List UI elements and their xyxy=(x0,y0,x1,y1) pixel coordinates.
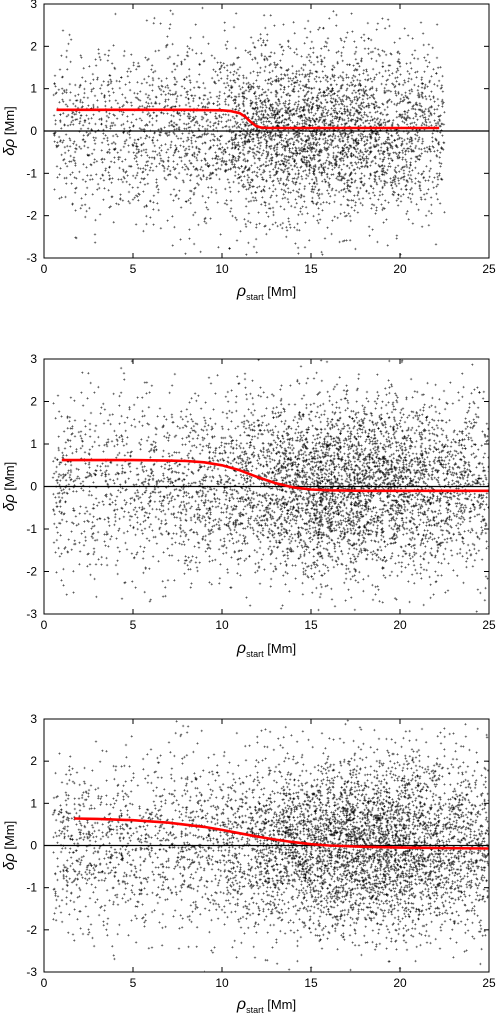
chart1-x-tick-label-4: 20 xyxy=(393,262,407,276)
chart2-scatter-marks xyxy=(51,359,489,613)
chart2-fit-curve xyxy=(61,458,489,493)
chart2-x-tick-label-3: 15 xyxy=(304,618,318,632)
chart3-y-tick-label-4: 1 xyxy=(30,796,37,810)
chart-svg-3: 0 5 10 15 20 25 -3 -2 -1 0 1 2 3 ρstart [Mm] δρ [Mm] xyxy=(1,712,496,1015)
chart-svg-1: 0 5 10 15 20 25 -3 -2 -1 0 1 2 3 ρstart [Mm] δρ [Mm] xyxy=(1,0,496,302)
chart1-y-axis-label: δρ [Mm] xyxy=(1,106,18,155)
chart3-x-tick-label-0: 0 xyxy=(41,976,48,990)
chart3-scatter-marks xyxy=(51,719,489,972)
chart1-x-tick-label-5: 25 xyxy=(482,262,496,276)
chart2-y-tick-label-3: 0 xyxy=(30,480,37,494)
chart2-x-tick-label-0: 0 xyxy=(41,618,48,632)
chart3-y-tick-label-5: 2 xyxy=(30,754,37,768)
chart3-y-tick-label-6: 3 xyxy=(30,712,37,726)
chart2-y-tick-label-5: 2 xyxy=(30,395,37,409)
chart-panel-3: 0 5 10 15 20 25 -3 -2 -1 0 1 2 3 ρstart [Mm] δρ [Mm] xyxy=(0,675,496,1015)
chart1-x-tick-label-2: 10 xyxy=(215,262,229,276)
chart3-x-tick-label-3: 15 xyxy=(304,976,318,990)
chart2-x-tick-label-2: 10 xyxy=(215,618,229,632)
chart3-y-axis-label: δρ [Mm] xyxy=(1,821,18,870)
chart2-x-tick-label-4: 20 xyxy=(393,618,407,632)
chart3-y-tick-label-3: 0 xyxy=(30,839,37,853)
chart1-y-tick-label-2: -1 xyxy=(26,166,37,180)
chart2-y-tick-label-0: -3 xyxy=(26,607,37,621)
chart2-scatter-points xyxy=(51,359,489,613)
chart3-y-tick-label-0: -3 xyxy=(26,965,37,979)
chart-panel-2: 0 5 10 15 20 25 -3 -2 -1 0 1 2 3 ρstart [Mm] δρ [Mm] xyxy=(0,335,496,675)
chart1-scatter-marks xyxy=(52,6,446,256)
chart1-scatter-points xyxy=(52,6,446,256)
chart3-x-tick-label-5: 25 xyxy=(482,976,496,990)
chart2-y-tick-label-6: 3 xyxy=(30,352,37,366)
chart1-x-tick-label-0: 0 xyxy=(41,262,48,276)
chart2-x-axis-label: ρstart [Mm] xyxy=(236,640,296,659)
chart1-y-tick-label-6: 3 xyxy=(30,0,37,11)
chart3-y-tick-label-2: -1 xyxy=(26,881,37,895)
chart2-y-tick-label-1: -2 xyxy=(26,565,37,579)
chart3-fit-curve xyxy=(74,817,489,850)
chart1-y-tick-label-5: 2 xyxy=(30,39,37,53)
chart3-x-tick-label-4: 20 xyxy=(393,976,407,990)
chart1-x-axis-label: ρstart [Mm] xyxy=(236,283,296,302)
chart1-fit-curve xyxy=(56,108,440,130)
chart-panel-1: 0 5 10 15 20 25 -3 -2 -1 0 1 2 3 ρstart [Mm] δρ [Mm] xyxy=(0,0,496,335)
chart1-y-tick-label-4: 1 xyxy=(30,82,37,96)
chart1-y-tick-label-1: -2 xyxy=(26,209,37,223)
chart-svg-2: 0 5 10 15 20 25 -3 -2 -1 0 1 2 3 ρstart [Mm] δρ [Mm] xyxy=(1,352,496,659)
chart2-y-tick-label-4: 1 xyxy=(30,437,37,451)
chart2-x-tick-label-1: 5 xyxy=(130,618,137,632)
chart1-y-tick-label-3: 0 xyxy=(30,124,37,138)
chart2-x-tick-label-5: 25 xyxy=(482,618,496,632)
chart3-y-tick-label-1: -2 xyxy=(26,923,37,937)
chart1-x-tick-label-3: 15 xyxy=(304,262,318,276)
chart3-x-axis-label: ρstart [Mm] xyxy=(236,996,296,1013)
chart2-y-axis-label: δρ [Mm] xyxy=(1,462,18,511)
chart2-y-tick-label-2: -1 xyxy=(26,522,37,536)
chart3-scatter-points xyxy=(51,719,489,972)
chart1-y-tick-label-0: -3 xyxy=(26,251,37,265)
chart3-x-tick-label-2: 10 xyxy=(215,976,229,990)
chart1-x-tick-label-1: 5 xyxy=(130,262,137,276)
chart3-x-tick-label-1: 5 xyxy=(130,976,137,990)
